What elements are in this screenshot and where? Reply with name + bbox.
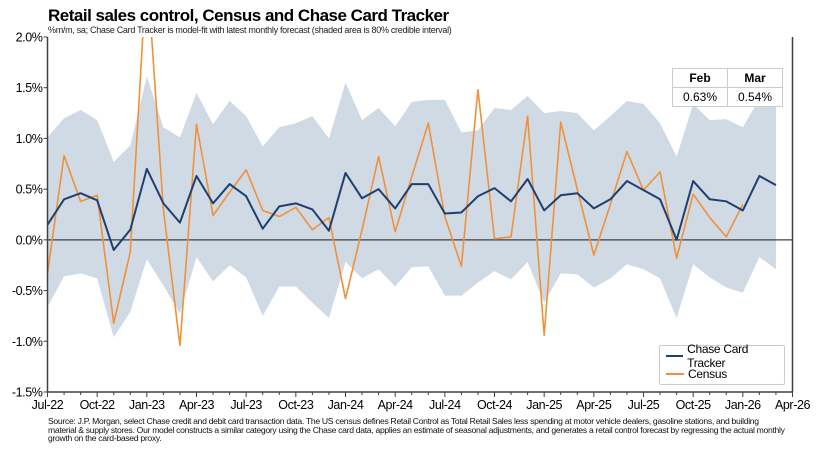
legend-label-census: Census: [688, 367, 727, 381]
y-tick-label: -0.5%: [12, 284, 43, 298]
x-tick-label: Jan-26: [725, 398, 761, 412]
y-tick-label: -1.0%: [12, 335, 43, 349]
census-line: [47, 37, 744, 347]
x-tick-label: Apr-25: [576, 398, 612, 412]
forecast-table: Feb Mar 0.63% 0.54%: [672, 68, 783, 107]
x-tick-label: Apr-26: [775, 398, 811, 412]
forecast-header-mar: Mar: [727, 68, 783, 88]
x-tick-label: Jul-22: [32, 398, 64, 412]
chart-subtitle: %m/m, sa; Chase Card Tracker is model-fi…: [48, 25, 452, 35]
x-tick-label: Jul-24: [429, 398, 461, 412]
legend-item-census: Census: [666, 366, 727, 382]
chart-title: Retail sales control, Census and Chase C…: [48, 6, 449, 25]
x-tick-label: Apr-23: [179, 398, 215, 412]
x-tick-label: Oct-24: [477, 398, 513, 412]
y-tick-label: -1.5%: [12, 386, 43, 400]
legend-label-tracker: Chase Card Tracker: [687, 342, 749, 370]
y-tick-label: 1.5%: [16, 81, 43, 95]
y-tick-label: 0.0%: [16, 233, 43, 247]
x-tick-label: Jul-25: [628, 398, 660, 412]
x-tick-label: Oct-23: [278, 398, 314, 412]
x-tick-label: Jan-23: [129, 398, 165, 412]
forecast-value-feb: 0.63%: [672, 87, 728, 107]
legend-swatch-census: [666, 373, 684, 375]
y-tick-label: 0.5%: [16, 183, 43, 197]
y-tick-label: 2.0%: [16, 31, 43, 45]
credible-interval-band: [47, 76, 776, 338]
x-tick-label: Oct-22: [80, 398, 116, 412]
source-footnote: Source: J.P. Morgan, select Chase credit…: [48, 416, 785, 444]
x-tick-label: Jan-25: [526, 398, 562, 412]
x-tick-label: Jul-23: [230, 398, 262, 412]
x-tick-label: Oct-25: [676, 398, 712, 412]
forecast-value-mar: 0.54%: [727, 87, 783, 107]
chart-legend: Chase Card Tracker Census: [659, 342, 785, 385]
legend-swatch-tracker: [666, 355, 684, 357]
x-tick-label: Apr-24: [378, 398, 414, 412]
legend-item-tracker: Chase Card Tracker: [666, 342, 784, 370]
forecast-header-feb: Feb: [672, 68, 728, 88]
chase-card-tracker-line: [47, 167, 777, 251]
y-tick-label: 1.0%: [16, 132, 43, 146]
x-tick-label: Jan-24: [328, 398, 364, 412]
